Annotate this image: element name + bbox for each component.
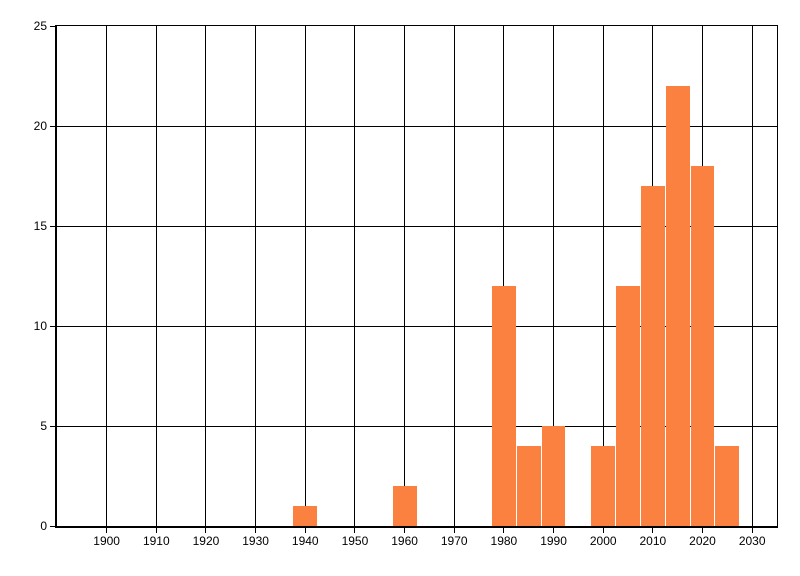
bar [715, 446, 740, 526]
y-gridline [57, 125, 777, 127]
bar [491, 286, 516, 526]
bar [541, 426, 566, 526]
x-gridline [404, 26, 406, 526]
y-tick-label: 20 [33, 119, 47, 133]
y-axis-tick [50, 225, 55, 227]
x-gridline [503, 26, 505, 526]
x-tick-label: 1950 [341, 534, 369, 548]
bar [665, 86, 690, 526]
y-axis-tick [50, 325, 55, 327]
x-axis-tick [404, 528, 406, 533]
y-gridline [57, 425, 777, 427]
x-tick-label: 1990 [540, 534, 567, 548]
x-gridline [553, 26, 555, 526]
y-axis-tick [50, 125, 55, 127]
y-gridline [57, 325, 777, 327]
y-tick-label: 0 [40, 519, 47, 533]
y-tick-label: 5 [40, 419, 47, 433]
bar [516, 446, 541, 526]
x-axis-tick [503, 528, 505, 533]
x-tick-label: 1980 [490, 534, 518, 548]
x-axis-tick [602, 528, 604, 533]
x-gridline [255, 26, 257, 526]
y-gridline [57, 225, 777, 227]
x-axis-tick [652, 528, 654, 533]
x-gridline [106, 26, 108, 526]
bar [690, 166, 715, 526]
y-tick-label: 10 [33, 319, 47, 333]
bar [293, 506, 318, 526]
x-axis-tick [304, 528, 306, 533]
x-tick-label: 1910 [142, 534, 170, 548]
y-axis-tick [50, 425, 55, 427]
x-axis-tick [354, 528, 356, 533]
bar [591, 446, 616, 526]
x-tick-label: 1930 [242, 534, 269, 548]
x-tick-label: 1970 [440, 534, 468, 548]
x-axis-tick [453, 528, 455, 533]
x-gridline [453, 26, 455, 526]
plot-area [55, 25, 778, 528]
y-tick-label: 15 [33, 219, 47, 233]
x-tick-label: 1900 [93, 534, 120, 548]
y-axis-tick [50, 25, 55, 27]
x-gridline [304, 26, 306, 526]
x-axis-tick [106, 528, 108, 533]
x-tick-label: 1960 [391, 534, 418, 548]
x-axis-tick [751, 528, 753, 533]
x-axis-tick [255, 528, 257, 533]
x-gridline [751, 26, 753, 526]
x-tick-label: 2030 [738, 534, 766, 548]
bar [392, 486, 417, 526]
bar [616, 286, 640, 526]
x-tick-label: 2000 [589, 534, 617, 548]
x-axis-tick [205, 528, 207, 533]
x-axis-tick [702, 528, 704, 533]
x-axis-tick [553, 528, 555, 533]
bar [640, 186, 665, 526]
y-tick-label: 25 [33, 19, 47, 33]
x-gridline [205, 26, 207, 526]
x-tick-label: 1920 [192, 534, 220, 548]
x-tick-label: 2020 [689, 534, 716, 548]
x-axis-tick [155, 528, 157, 533]
x-gridline [155, 26, 157, 526]
x-gridline [354, 26, 356, 526]
y-axis-tick [50, 525, 55, 527]
x-tick-label: 1940 [291, 534, 319, 548]
x-tick-label: 2010 [639, 534, 667, 548]
x-gridline [602, 26, 604, 526]
